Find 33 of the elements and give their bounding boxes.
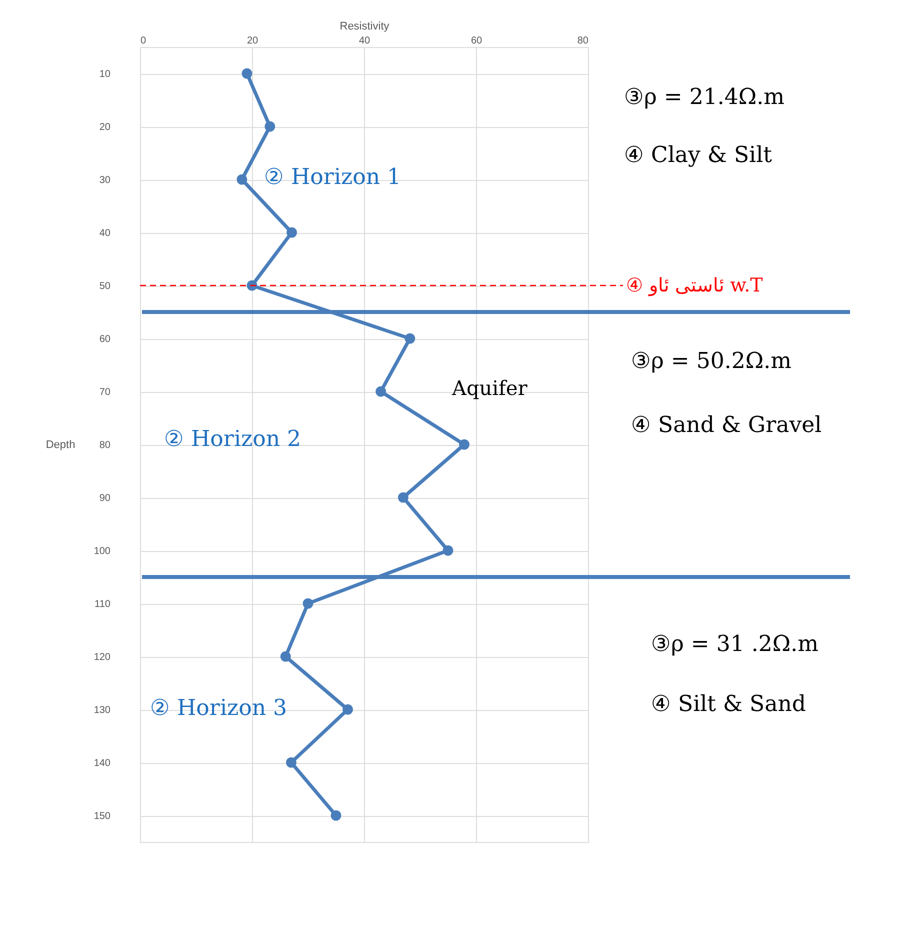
y-tick-label: 50	[99, 281, 111, 292]
y-tick-label: 10	[99, 69, 111, 80]
y-tick-label: 110	[94, 599, 111, 610]
text: ④ Silt & Sand	[651, 692, 806, 717]
text: ③ρ = 21.4Ω.m	[624, 85, 785, 110]
text: ③ρ = 31 .2Ω.m	[651, 632, 819, 657]
y-tick-label: 130	[94, 705, 111, 716]
annotation: Aquifer	[451, 376, 528, 400]
annotation: ② Horizon 1	[264, 165, 401, 190]
y-axis-title: Depth	[46, 439, 76, 451]
x-axis-title: Resistivity	[340, 20, 390, 32]
x-tick-label: 80	[577, 36, 589, 46]
y-tick-label: 20	[99, 122, 111, 133]
y-tick-label: 100	[94, 546, 111, 557]
y-tick-label: 30	[99, 175, 111, 186]
y-tick-label: 60	[99, 334, 111, 345]
text: ④ Clay & Silt	[624, 143, 772, 168]
x-tick-label: 40	[358, 36, 370, 46]
x-tick-label: 60	[470, 36, 482, 46]
y-tick-label: 70	[99, 387, 111, 398]
ref-line-label: ④ ئاستی ئاو w.T	[626, 274, 764, 296]
annotation: ② Horizon 2	[164, 427, 301, 452]
text: ④ Sand & Gravel	[631, 413, 822, 438]
text: ③ρ = 50.2Ω.m	[631, 349, 792, 374]
x-tick-label: 0	[140, 36, 146, 46]
y-tick-label: 80	[99, 440, 111, 451]
y-tick-label: 140	[94, 758, 111, 769]
y-tick-label: 120	[94, 652, 111, 663]
annotation: ② Horizon 3	[150, 696, 287, 721]
x-tick-label: 20	[246, 36, 258, 46]
y-tick-label: 90	[99, 493, 111, 504]
y-tick-label: 40	[99, 228, 111, 239]
y-tick-label: 150	[94, 811, 111, 822]
